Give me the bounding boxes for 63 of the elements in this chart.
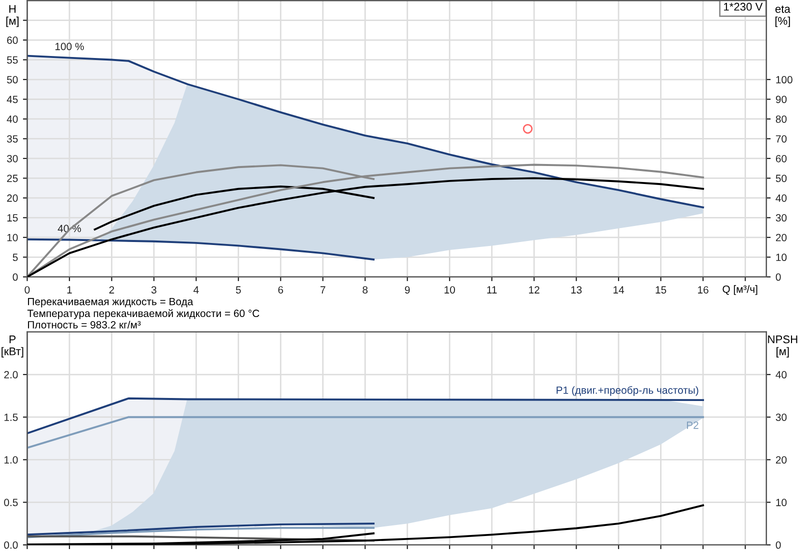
y-tick-label: 50 xyxy=(7,76,18,84)
y2-tick-label: 40 xyxy=(776,371,787,378)
y2-tick-label: 60 xyxy=(776,154,787,162)
y-axis-title: H [м] xyxy=(6,5,19,28)
y-tick-label: 1.0 xyxy=(4,456,18,464)
y2-tick-label: 90 xyxy=(776,96,787,104)
series-label: 100 % xyxy=(55,42,84,50)
x-tick-label: 4 xyxy=(194,286,199,294)
x-tick-label: 5 xyxy=(236,286,241,294)
y2-tick-label: 20 xyxy=(776,234,787,242)
text: Температура перекачиваемой жидкости = 60 °C xyxy=(27,309,260,320)
y-tick-label: 15 xyxy=(7,214,18,222)
x-tick-label: 11 xyxy=(487,286,497,294)
y2-axis-title: NPSH [м] xyxy=(768,335,798,358)
y-tick-label: 55 xyxy=(7,56,18,64)
text: Перекачиваемая жидкость = Вода xyxy=(28,298,194,308)
y-tick-label: 1.5 xyxy=(4,414,18,421)
x-tick-label: 0 xyxy=(24,286,30,294)
text: Плотность = 983.2 кг/м³ xyxy=(28,320,141,328)
series-label: P1 (двиг.+преобр-ль частоты) xyxy=(556,386,698,396)
y-tick-label: 0.5 xyxy=(4,498,18,506)
y-tick-label: 40 xyxy=(6,115,18,123)
y2-axis-title: eta [%] xyxy=(775,6,790,28)
y2-tick-label: 20 xyxy=(776,456,787,464)
y2-tick-label: 0 xyxy=(776,273,781,281)
y2-tick-label: 0 xyxy=(776,541,781,549)
y-tick-label: 60 xyxy=(7,36,18,44)
y-tick-label: 25 xyxy=(7,174,18,182)
x-tick-label: 9 xyxy=(404,286,410,294)
y-tick-label: 0 xyxy=(12,273,18,281)
series-label: P2 xyxy=(686,422,698,429)
x-tick-label: 1 xyxy=(67,286,72,294)
chart-subtitle: 1*230 V xyxy=(724,2,763,11)
x-tick-label: 15 xyxy=(656,286,666,294)
x-tick-label: 16 xyxy=(698,286,708,294)
x-tick-label: 8 xyxy=(362,286,368,294)
y-tick-label: 20 xyxy=(7,194,18,202)
x-tick-label: 6 xyxy=(278,286,284,294)
y-tick-label: 30 xyxy=(6,154,18,162)
x-tick-label: 10 xyxy=(444,286,455,294)
x-tick-label: 3 xyxy=(151,286,156,294)
y-tick-label: 35 xyxy=(6,135,18,143)
y-tick-label: 10 xyxy=(7,234,18,242)
y2-tick-label: 100 xyxy=(776,76,792,84)
x-tick-label: 14 xyxy=(614,286,624,294)
y2-tick-label: 80 xyxy=(776,115,787,123)
y2-tick-label: 40 xyxy=(776,194,787,202)
y2-tick-label: 10 xyxy=(776,254,787,262)
y2-tick-label: 10 xyxy=(776,498,787,506)
y-tick-label: 0.0 xyxy=(4,541,18,549)
x-tick-label: 13 xyxy=(571,286,582,294)
y-tick-label: 45 xyxy=(6,96,18,104)
y-tick-label: 5 xyxy=(12,254,18,262)
x-tick-label: 2 xyxy=(109,286,114,294)
y2-tick-label: 50 xyxy=(776,174,787,182)
y2-tick-label: 30 xyxy=(776,214,787,222)
x-tick-label: 7 xyxy=(320,286,326,294)
y-tick-label: 2.0 xyxy=(4,371,18,378)
y2-tick-label: 30 xyxy=(776,414,787,421)
x-tick-label: 12 xyxy=(529,286,540,294)
x-axis-title: Q [м³/ч] xyxy=(722,285,758,295)
y2-tick-label: 70 xyxy=(776,135,787,143)
y-axis-title: P [кВт] xyxy=(2,336,24,358)
